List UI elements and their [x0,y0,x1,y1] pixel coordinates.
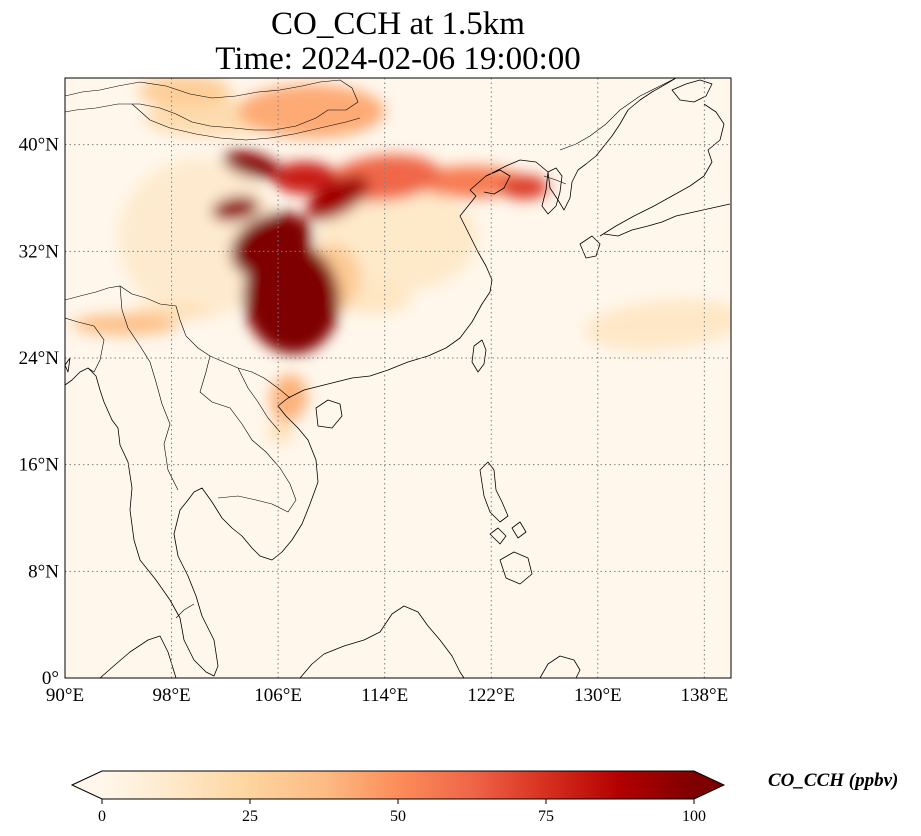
coastline-borneo [299,605,465,678]
lat-tick-label: 40°N [19,135,60,156]
plume-16 [307,175,370,221]
plume-17 [211,196,260,222]
colorbar-tick-label: 75 [538,808,554,825]
border-china-north [65,79,359,131]
plume-15 [272,162,337,194]
plume-9 [71,314,179,336]
lat-tick-label: 8°N [28,561,59,582]
colorbar: 0 25 50 75 100 [70,770,726,825]
colorbar-extend-high [694,771,724,799]
lon-tick-label: 98°E [152,685,190,706]
concentration-field [71,78,731,444]
lat-tick-label: 32°N [19,241,60,262]
lat-tick-label: 16°N [19,455,60,476]
plume-4 [268,419,293,444]
lon-tick-label: 122°E [467,685,515,706]
lon-tick-label: 130°E [574,685,622,706]
colorbar-extend-low [72,771,102,799]
coastlines [65,78,731,678]
colorbar-title: CO_CCH (ppbv) [768,770,899,791]
plume-7 [138,78,232,108]
country-borders [65,78,677,619]
coastline-japan-honshu [599,103,731,237]
border-malaysia-thailand [175,603,195,619]
coastline-korea [541,167,563,215]
lon-tick-label: 90°E [46,685,84,706]
coastline-mindanao [499,551,533,585]
border-myanmar-thailand [119,285,179,491]
map-axes[interactable] [64,75,746,679]
border-korea-dmz [543,175,567,185]
title-line-2: Time: 2024-02-06 19:00:00 [215,41,581,77]
lon-tick-label: 138°E [681,685,729,706]
axes-frame [64,77,732,679]
colorbar-body [102,771,694,799]
latitude-tick-labels: 0° 8°N 16°N 24°N 32°N 40°N [19,135,60,689]
coastline-mainland-asia [65,78,677,677]
coastline-bohai-bay [483,169,511,195]
plume-18 [223,150,280,179]
lon-tick-label: 106°E [254,685,302,706]
colorbar-ticks: 0 25 50 75 100 [98,799,706,825]
coastline-sulawesi [539,655,581,678]
colorbar-tick-label: 50 [390,808,406,825]
coastline-hainan [315,399,343,429]
border-india-bangladesh [65,317,105,373]
border-vietnam [237,367,281,433]
plume-14 [500,175,549,200]
colorbar-tick-label: 25 [242,808,258,825]
coastline-sri-lanka-strip [65,357,71,373]
plume-5 [131,303,212,320]
plume-20 [230,212,313,277]
lat-tick-label: 0° [42,668,59,689]
border-cambodia [217,495,297,513]
border-china-south-west [65,285,291,399]
gridlines [64,78,731,679]
lon-tick-label: 114°E [361,685,408,706]
colorbar-tick-label: 100 [682,808,706,825]
coastline-japan-hokkaido [671,79,713,103]
coastline-visayas [489,521,527,545]
border-mongolia-inner [131,103,361,141]
coastline-sumatra [99,635,177,678]
plume-12 [417,166,525,198]
colorbar-tick-label: 0 [98,808,106,825]
title-line-1: CO_CCH at 1.5km [271,6,525,42]
longitude-tick-labels: 90°E 98°E 106°E 114°E 122°E 130°E 138°E [46,685,728,706]
lat-tick-label: 24°N [19,348,60,369]
coastline-taiwan [471,339,487,373]
border-russia-east [559,78,677,151]
border-laos [199,355,297,501]
plume-11 [238,84,385,138]
